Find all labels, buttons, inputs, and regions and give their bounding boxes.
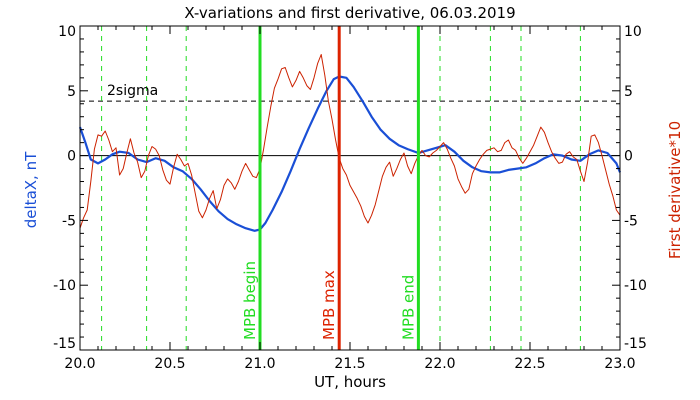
plot-frame bbox=[79, 25, 621, 351]
x-tick-label: 21.5 bbox=[334, 356, 365, 372]
y-tick-label-left: -10 bbox=[53, 278, 76, 294]
y-axis-label-right: First derivative*10 bbox=[666, 121, 684, 259]
reference-lines bbox=[80, 26, 620, 350]
event-marker-label: MPB begin bbox=[241, 261, 259, 340]
y-tick-label-left: 0 bbox=[67, 149, 76, 165]
y-tick-label-left: 10 bbox=[58, 24, 76, 40]
y-tick-label-right: 5 bbox=[624, 84, 633, 100]
threshold-label: 2sigma bbox=[107, 83, 158, 99]
series-layer bbox=[78, 54, 622, 232]
y-tick-label-left: -15 bbox=[53, 336, 76, 352]
y-tick-label-right: -10 bbox=[624, 278, 647, 294]
x-tick-label: 21.0 bbox=[244, 356, 275, 372]
x-tick-label: 20.5 bbox=[154, 356, 185, 372]
marker-layer bbox=[258, 26, 420, 350]
y-tick-label-right: -5 bbox=[624, 213, 638, 229]
y-tick-label-left: 5 bbox=[67, 84, 76, 100]
axes-layer bbox=[79, 25, 621, 351]
event-marker-label: MPB max bbox=[320, 270, 338, 340]
y-tick-label-right: 0 bbox=[624, 149, 633, 165]
deltax-series-line bbox=[78, 75, 622, 232]
label-layer: 2sigma MPB begin MPB max MPB end -15 -15 -10 -1… bbox=[53, 24, 647, 372]
x-tick-label: 22.0 bbox=[424, 356, 455, 372]
chart-title: X-variations and first derivative, 06.03… bbox=[184, 4, 515, 22]
y-axis-label-left: deltaX, nT bbox=[22, 151, 40, 228]
y-tick-label-right: -15 bbox=[624, 336, 647, 352]
event-marker-label: MPB end bbox=[399, 275, 417, 340]
x-tick-label: 22.5 bbox=[514, 356, 545, 372]
y-tick-label-right: 10 bbox=[624, 24, 642, 40]
x-tick-label: 23.0 bbox=[604, 356, 635, 372]
x-tick-label: 20.0 bbox=[64, 356, 95, 372]
x-axis-label: UT, hours bbox=[314, 373, 386, 391]
y-tick-label-left: -5 bbox=[62, 213, 76, 229]
derivative-series-line bbox=[79, 54, 621, 229]
